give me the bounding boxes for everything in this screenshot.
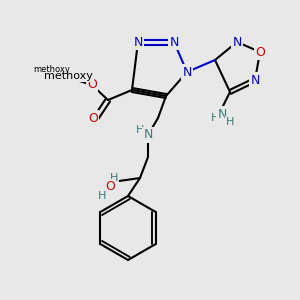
Text: methoxy: methoxy xyxy=(44,71,92,81)
Text: N: N xyxy=(250,74,260,86)
Text: O: O xyxy=(255,46,265,59)
Text: H: H xyxy=(98,191,106,201)
Text: H: H xyxy=(226,117,234,127)
Text: O: O xyxy=(88,112,98,124)
Text: N: N xyxy=(217,107,227,121)
Text: H: H xyxy=(211,113,219,123)
Text: N: N xyxy=(169,35,179,49)
Text: O: O xyxy=(87,79,97,92)
Text: N: N xyxy=(232,35,242,49)
Text: O: O xyxy=(105,181,115,194)
Text: H: H xyxy=(136,125,144,135)
Text: N: N xyxy=(143,128,153,142)
Text: methoxy: methoxy xyxy=(34,65,70,74)
Text: H: H xyxy=(110,173,118,183)
Text: N: N xyxy=(182,65,192,79)
Text: N: N xyxy=(133,35,143,49)
